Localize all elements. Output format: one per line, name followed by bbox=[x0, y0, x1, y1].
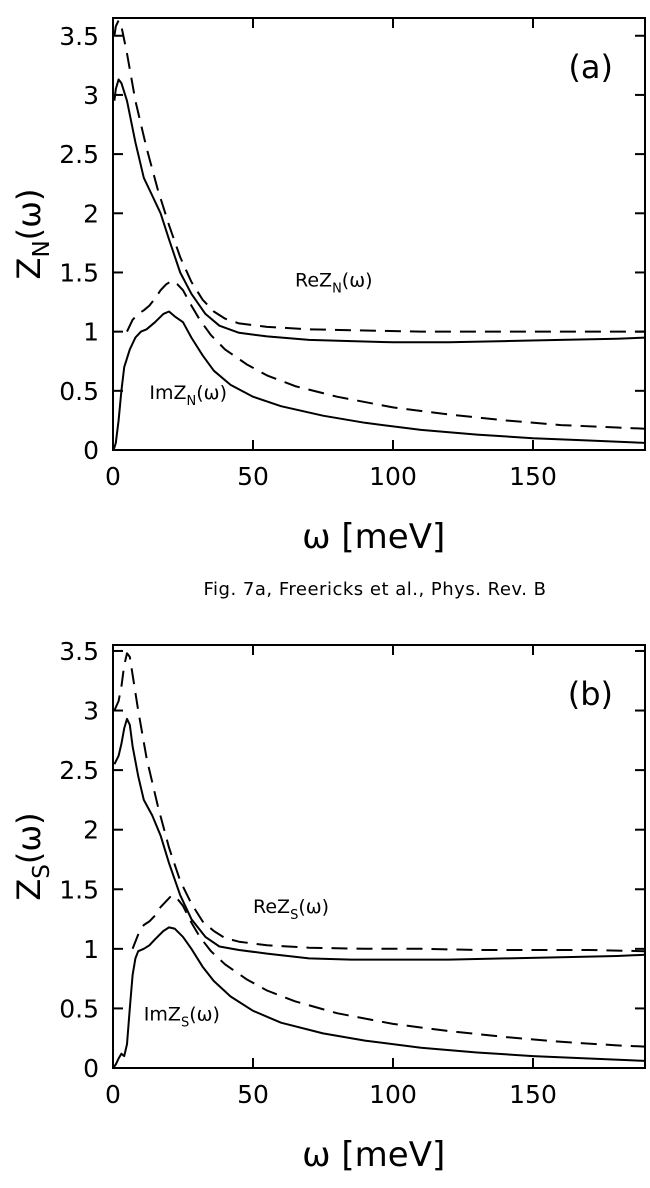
curve-label: ReZS(ω) bbox=[253, 896, 329, 923]
panel-label: (a) bbox=[568, 48, 613, 86]
x-tick-label: 0 bbox=[105, 462, 121, 491]
y-tick-label: 3 bbox=[83, 81, 99, 110]
curve-label: ImZN(ω) bbox=[149, 382, 227, 409]
y-tick-label: 0.5 bbox=[59, 377, 99, 406]
y-tick-label: 1.5 bbox=[59, 875, 99, 904]
x-tick-label: 150 bbox=[509, 1080, 557, 1109]
y-tick-label: 2.5 bbox=[59, 140, 99, 169]
y-tick-label: 0 bbox=[83, 1054, 99, 1083]
y-tick-label: 1 bbox=[83, 318, 99, 347]
y-tick-label: 3.5 bbox=[59, 22, 99, 51]
x-tick-label: 50 bbox=[237, 462, 269, 491]
plot-frame bbox=[112, 17, 646, 451]
x-axis-title: ω [meV] bbox=[302, 517, 445, 557]
x-tick-label: 100 bbox=[369, 1080, 417, 1109]
dashed-curve bbox=[113, 19, 645, 333]
y-axis-title: ZS(ω) bbox=[10, 812, 55, 900]
dashed-curve bbox=[131, 894, 645, 1048]
x-tick-label: 50 bbox=[237, 1080, 269, 1109]
dashed-curve bbox=[113, 652, 645, 953]
y-tick-label: 3 bbox=[83, 697, 99, 726]
solid-curve bbox=[113, 926, 645, 1068]
x-tick-label: 150 bbox=[509, 462, 557, 491]
solid-curve bbox=[113, 717, 645, 961]
y-tick-label: 2 bbox=[83, 199, 99, 228]
y-tick-label: 1.5 bbox=[59, 258, 99, 287]
y-tick-label: 2 bbox=[83, 816, 99, 845]
dashed-curve bbox=[126, 279, 645, 430]
figure-caption: Fig. 7a, Freericks et al., Phys. Rev. B bbox=[204, 579, 547, 600]
plot-frame bbox=[112, 644, 646, 1069]
panel-label: (b) bbox=[568, 675, 613, 713]
y-tick-label: 3.5 bbox=[59, 637, 99, 666]
panel-a: 0 0.5 1 1.5 2 2.5 3 3.5 0 50 100 150 ω [meV] ZN(ω) (a)… bbox=[10, 17, 646, 557]
y-tick-label: 0 bbox=[83, 436, 99, 465]
y-tick-label: 0.5 bbox=[59, 994, 99, 1023]
y-tick-label: 1 bbox=[83, 935, 99, 964]
curves bbox=[113, 652, 645, 1068]
x-tick-label: 0 bbox=[105, 1080, 121, 1109]
y-axis-title: ZN(ω) bbox=[10, 189, 55, 280]
curves bbox=[113, 19, 645, 450]
solid-curve bbox=[113, 310, 645, 450]
curve-label: ReZN(ω) bbox=[295, 270, 373, 297]
panel-b: 0 0.5 1 1.5 2 2.5 3 3.5 0 50 100 150 ω [meV] ZS(ω) (b)… bbox=[10, 637, 646, 1175]
x-tick-label: 100 bbox=[369, 462, 417, 491]
curve-label: ImZS(ω) bbox=[144, 1003, 220, 1030]
x-axis-title: ω [meV] bbox=[302, 1135, 445, 1175]
y-tick-label: 2.5 bbox=[59, 756, 99, 785]
solid-curve bbox=[113, 78, 645, 344]
